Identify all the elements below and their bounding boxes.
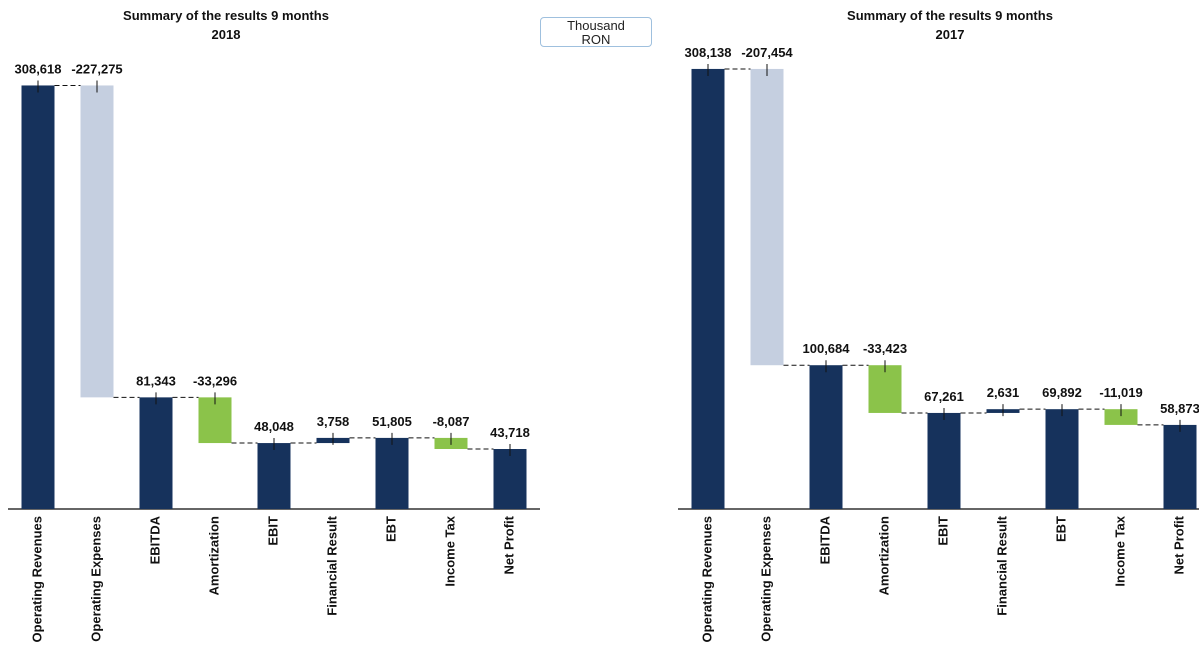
bar: [493, 449, 527, 509]
x-tick-label: EBIT: [265, 516, 280, 546]
x-tick-label: EBIT: [935, 516, 950, 546]
value-label: -33,296: [193, 373, 237, 388]
value-label: 2,631: [987, 385, 1020, 400]
unit-box: Thousand RON: [540, 17, 652, 47]
bar: [868, 365, 902, 413]
value-label: -33,423: [863, 341, 907, 356]
value-label: -227,275: [71, 61, 122, 76]
x-tick-label: Income Tax: [1112, 515, 1127, 586]
x-tick-label: Net Profit: [501, 515, 516, 574]
x-tick-label: Operating Expenses: [88, 516, 103, 642]
value-label: 308,138: [685, 45, 732, 60]
value-label: 48,048: [254, 419, 294, 434]
value-label: 67,261: [924, 389, 964, 404]
bar: [21, 85, 55, 509]
x-tick-label: Amortization: [206, 516, 221, 596]
bar: [809, 365, 843, 509]
value-label: 69,892: [1042, 385, 1082, 400]
bar: [198, 397, 232, 444]
x-tick-label: EBT: [1053, 516, 1068, 542]
value-label: 51,805: [372, 414, 412, 429]
x-tick-label: EBT: [383, 516, 398, 542]
value-label: 81,343: [136, 373, 176, 388]
value-label: 43,718: [490, 425, 530, 440]
x-tick-label: Amortization: [876, 516, 891, 596]
bar: [1163, 424, 1197, 509]
x-tick-label: Operating Revenues: [699, 516, 714, 642]
bar: [139, 397, 173, 509]
bar: [927, 412, 961, 509]
bar: [80, 85, 114, 398]
value-label: 3,758: [317, 414, 350, 429]
bar: [1045, 409, 1079, 509]
x-tick-label: EBITDA: [147, 515, 162, 564]
chart-title: Summary of the results 9 months: [847, 8, 1053, 23]
x-tick-label: Net Profit: [1171, 515, 1186, 574]
bar: [375, 437, 409, 509]
bar: [691, 68, 725, 509]
x-tick-label: Operating Expenses: [758, 516, 773, 642]
x-tick-label: EBITDA: [817, 515, 832, 564]
x-tick-label: Financial Result: [994, 515, 1009, 615]
value-label: 100,684: [803, 341, 851, 356]
value-label: -207,454: [741, 45, 793, 60]
bar: [750, 68, 784, 366]
chart-subtitle: 2018: [212, 27, 241, 42]
bar: [257, 443, 291, 509]
value-label: -11,019: [1099, 385, 1142, 400]
chart-subtitle: 2017: [936, 27, 965, 42]
chart-title: Summary of the results 9 months: [123, 8, 329, 23]
x-tick-label: Financial Result: [324, 515, 339, 615]
bar: [1104, 409, 1138, 425]
value-label: 58,873: [1160, 401, 1199, 416]
x-tick-label: Operating Revenues: [29, 516, 44, 642]
value-label: 308,618: [15, 61, 62, 76]
value-label: -8,087: [433, 414, 470, 429]
x-tick-label: Income Tax: [442, 515, 457, 586]
